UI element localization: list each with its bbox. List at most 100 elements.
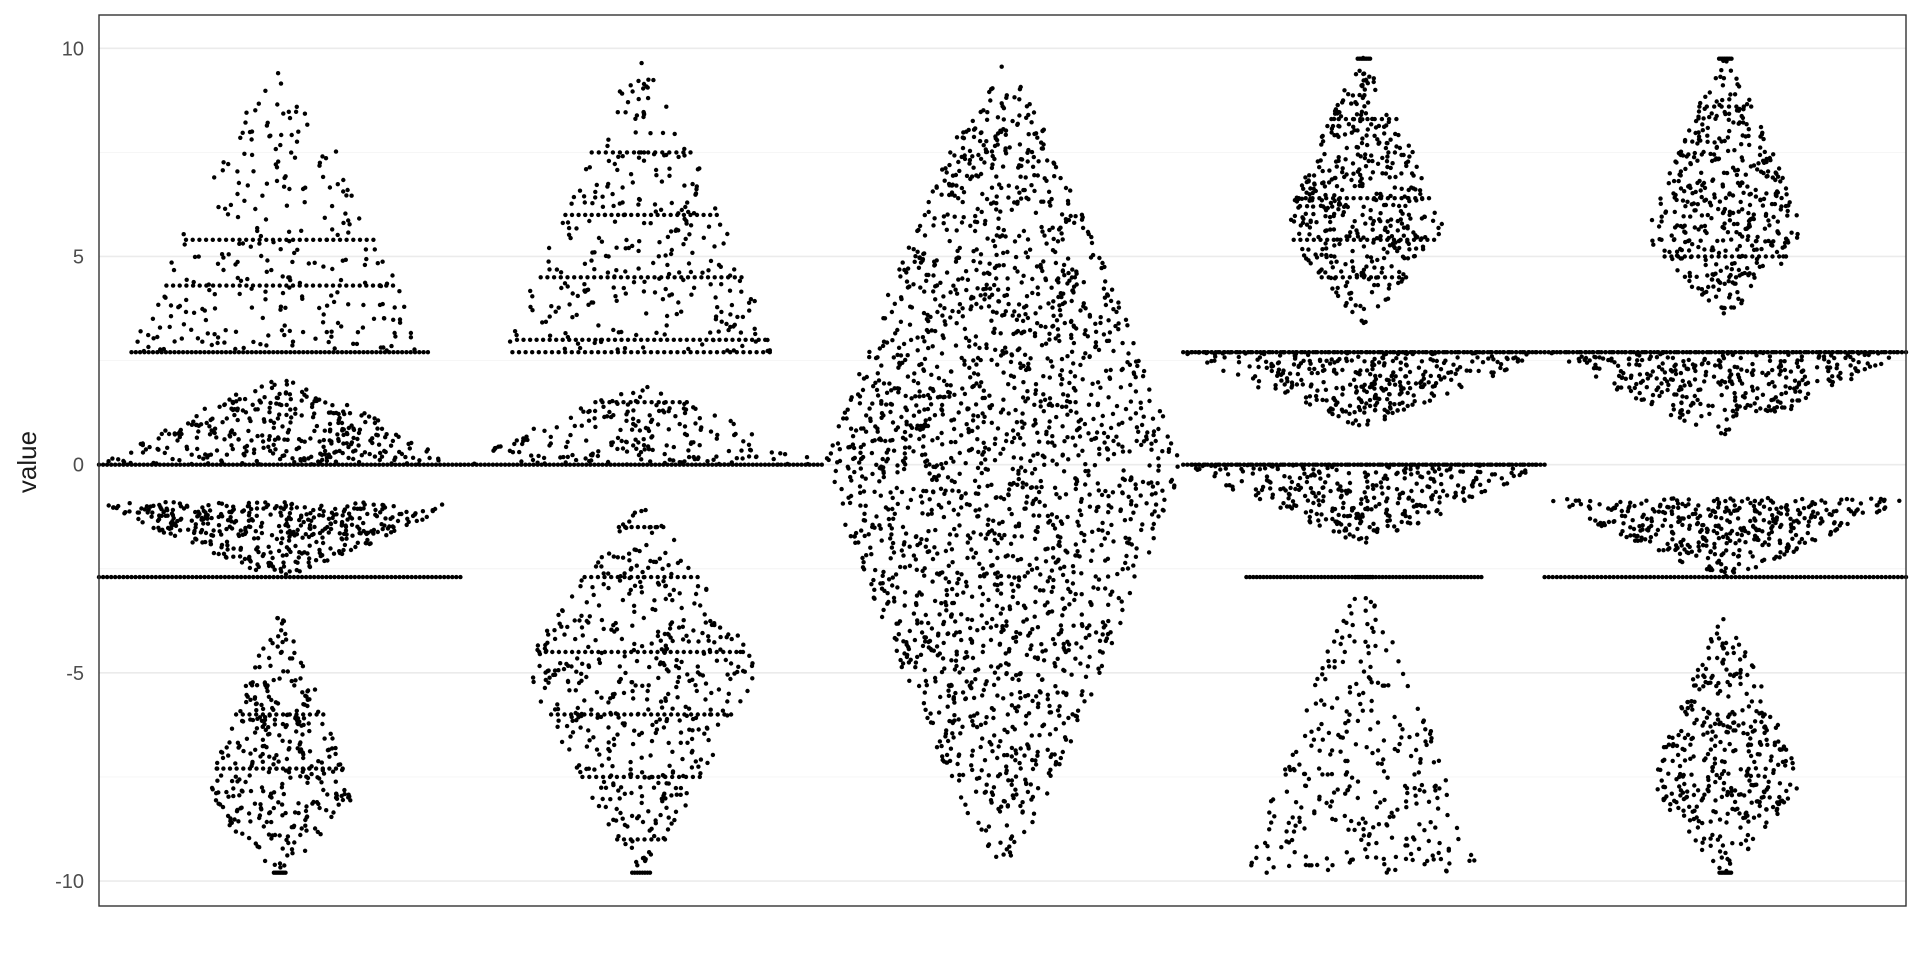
data-point xyxy=(233,262,238,267)
data-point xyxy=(693,759,698,764)
data-point xyxy=(337,415,342,421)
data-point xyxy=(573,636,578,642)
data-point xyxy=(218,773,224,778)
data-point xyxy=(925,715,930,721)
data-point xyxy=(580,774,585,780)
data-point xyxy=(298,660,304,665)
data-point xyxy=(569,350,574,355)
data-point xyxy=(570,291,575,296)
data-point xyxy=(344,462,349,467)
data-point xyxy=(980,693,985,698)
data-point xyxy=(304,237,309,242)
data-point xyxy=(1139,527,1144,533)
data-point xyxy=(973,550,979,556)
data-point xyxy=(470,462,475,467)
data-point xyxy=(1025,396,1031,401)
data-point xyxy=(723,337,729,342)
data-point xyxy=(940,313,945,318)
data-point xyxy=(361,350,366,355)
data-point xyxy=(629,427,635,432)
data-point xyxy=(999,581,1004,586)
data-point xyxy=(694,187,699,192)
data-point xyxy=(283,810,288,816)
data-point xyxy=(397,320,403,325)
data-point xyxy=(268,400,273,406)
data-point xyxy=(551,672,556,678)
data-point xyxy=(100,574,106,580)
data-point xyxy=(527,462,532,467)
data-point xyxy=(1073,443,1078,448)
data-point xyxy=(879,363,884,368)
data-point xyxy=(906,245,912,250)
data-point xyxy=(614,400,619,405)
data-point xyxy=(911,378,916,384)
data-point xyxy=(240,509,245,514)
data-point xyxy=(284,283,289,288)
data-point xyxy=(1041,588,1046,593)
data-point xyxy=(732,432,737,438)
data-point xyxy=(946,688,951,693)
data-point xyxy=(645,688,650,694)
data-point xyxy=(1045,600,1050,605)
data-point xyxy=(172,350,177,355)
data-point xyxy=(1097,446,1102,451)
data-point xyxy=(288,407,293,412)
data-point xyxy=(657,717,662,722)
data-point xyxy=(1066,457,1071,462)
data-point xyxy=(664,313,670,319)
data-point xyxy=(564,723,570,729)
data-point xyxy=(390,438,396,444)
data-point xyxy=(602,350,607,355)
data-point xyxy=(837,447,842,452)
data-point xyxy=(778,451,783,456)
data-point xyxy=(378,510,383,515)
data-point xyxy=(950,308,955,314)
data-point xyxy=(1074,479,1080,484)
data-point xyxy=(167,324,172,330)
data-point xyxy=(1011,455,1016,460)
data-point xyxy=(255,433,260,439)
data-point xyxy=(344,402,350,408)
data-point xyxy=(296,129,301,134)
data-point xyxy=(690,250,695,255)
data-point xyxy=(537,663,542,669)
data-point xyxy=(317,547,322,553)
data-point xyxy=(1000,233,1005,238)
data-point xyxy=(305,350,310,355)
data-point xyxy=(664,781,669,786)
data-point xyxy=(605,184,610,189)
data-point xyxy=(1083,674,1089,679)
data-point xyxy=(655,649,660,655)
data-point xyxy=(231,507,236,512)
data-point xyxy=(583,649,588,655)
data-point xyxy=(579,671,584,676)
data-point xyxy=(1060,237,1065,242)
data-point xyxy=(546,680,551,685)
data-point xyxy=(620,721,625,726)
data-point xyxy=(570,718,575,723)
data-point xyxy=(1093,630,1099,635)
data-point xyxy=(610,191,615,197)
data-point xyxy=(1028,782,1034,787)
data-point xyxy=(165,445,170,450)
data-point xyxy=(331,237,336,242)
data-point xyxy=(250,759,255,765)
data-point xyxy=(1087,504,1093,509)
data-point xyxy=(478,462,483,467)
data-point xyxy=(622,791,627,796)
data-point xyxy=(1054,515,1060,520)
data-point xyxy=(976,820,981,825)
data-point xyxy=(401,462,406,467)
data-point xyxy=(569,594,575,599)
data-point xyxy=(329,293,334,298)
data-point xyxy=(880,573,885,578)
data-point xyxy=(241,345,246,351)
data-point xyxy=(1003,554,1008,559)
data-point xyxy=(1033,758,1038,763)
data-point xyxy=(278,304,284,309)
data-point xyxy=(944,170,949,175)
data-point xyxy=(704,337,709,342)
data-point xyxy=(630,623,635,628)
data-point xyxy=(201,508,206,514)
data-point xyxy=(981,440,986,445)
